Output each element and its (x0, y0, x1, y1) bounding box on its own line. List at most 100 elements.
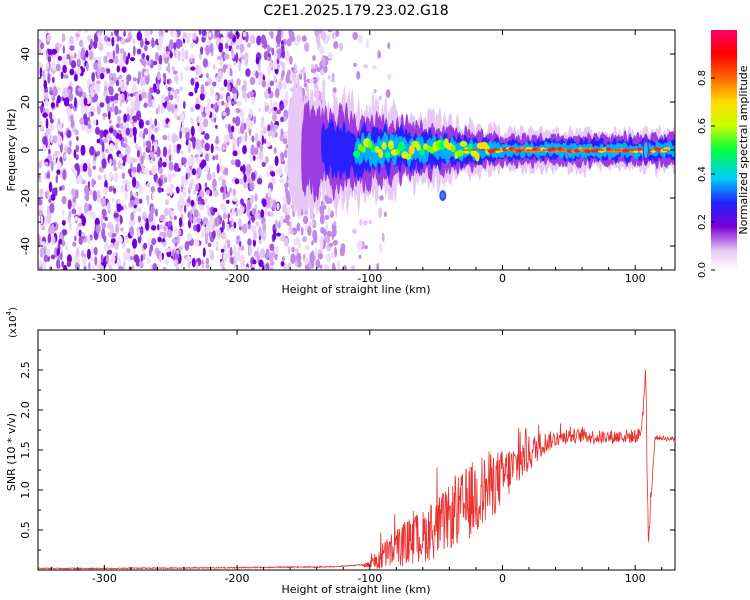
noise-cell (139, 260, 143, 269)
noise-cell (242, 145, 247, 155)
noise-cell (87, 120, 91, 126)
tone-peak (408, 145, 415, 155)
noise-cell (199, 149, 202, 155)
noise-cell (140, 76, 144, 88)
noise-cell (181, 263, 184, 268)
noise-cell (89, 145, 95, 156)
noise-cell (244, 59, 249, 66)
noise-cell (69, 68, 75, 76)
noise-cell (267, 211, 271, 217)
noise-cell (268, 107, 272, 115)
noise-cell (75, 226, 79, 237)
noise-cell (100, 254, 104, 263)
tone-peak (419, 148, 425, 156)
noise-cell (356, 70, 361, 80)
noise-cell (324, 214, 330, 220)
snr-panel: -300 -200 -100 0 100 0.5 1.0 1.5 2.0 2.5 Height … (5, 307, 676, 596)
noise-cell (123, 251, 128, 261)
noise-cell (148, 90, 152, 102)
noise-cell (57, 135, 62, 146)
noise-cell (181, 157, 187, 165)
noise-cell (274, 88, 280, 99)
noise-cell (356, 239, 363, 251)
colorbar-tick-label: 0.6 (697, 118, 708, 134)
noise-cell (109, 171, 113, 180)
noise-cell (76, 136, 79, 141)
noise-cell (57, 255, 61, 260)
noise-cell (230, 125, 235, 133)
noise-cell (290, 67, 295, 72)
noise-cell (282, 38, 287, 46)
noise-cell (157, 103, 161, 114)
noise-cell (173, 89, 178, 99)
noise-cell (297, 239, 301, 250)
noise-cell (108, 127, 114, 133)
noise-cell (61, 209, 65, 216)
noise-cell (133, 100, 139, 111)
noise-cell (326, 230, 332, 237)
noise-cell (169, 51, 173, 59)
noise-cell (371, 65, 377, 70)
noise-cell (38, 39, 42, 44)
noise-cell (230, 226, 235, 233)
noise-cell (146, 60, 152, 66)
noise-cell (132, 45, 136, 57)
noise-cell (284, 50, 290, 62)
noise-cell (267, 130, 271, 137)
noise-cell (153, 60, 158, 66)
noise-cell (178, 245, 184, 251)
noise-cell (249, 34, 256, 45)
noise-cell (46, 172, 51, 179)
noise-cell (42, 112, 48, 118)
noise-cell (42, 144, 47, 153)
noise-cell (105, 82, 111, 87)
noise-cell (206, 172, 212, 181)
noise-cell (205, 264, 210, 269)
noise-cell (264, 251, 269, 260)
noise-cell (115, 43, 120, 55)
noise-cell (149, 151, 155, 158)
noise-cell (277, 166, 283, 177)
noise-cell (162, 237, 166, 243)
noise-cell (200, 159, 207, 169)
noise-cell (103, 235, 107, 243)
noise-cell (157, 186, 162, 193)
noise-cell (263, 101, 269, 107)
noise-cell (149, 30, 153, 35)
noise-cell (241, 115, 245, 123)
noise-cell (68, 211, 72, 218)
noise-cell (280, 261, 285, 267)
noise-cell (136, 31, 142, 41)
noise-cell (199, 189, 205, 199)
noise-cell (97, 174, 102, 181)
noise-cell (97, 30, 104, 34)
noise-cell (310, 68, 316, 74)
noise-cell (173, 42, 177, 50)
noise-cell (89, 256, 95, 262)
noise-cell (207, 242, 212, 248)
noise-cell (140, 38, 144, 48)
noise-cell (327, 30, 333, 33)
noise-cell (268, 165, 274, 171)
noise-cell (99, 102, 105, 108)
noise-cell (193, 209, 199, 218)
noise-cell (96, 56, 102, 61)
noise-cell (220, 202, 226, 210)
noise-cell (43, 254, 49, 263)
noise-cell (324, 263, 330, 270)
noise-cell (163, 177, 168, 183)
noise-cell (67, 199, 72, 210)
noise-cell (93, 56, 97, 61)
noise-cell (201, 30, 207, 36)
noise-cell (325, 221, 328, 231)
x-tick-label: 0 (499, 272, 506, 285)
noise-cell (300, 209, 304, 216)
noise-cell (321, 56, 326, 67)
noise-cell (100, 213, 104, 225)
snr-y-label: SNR (10 * v/v) (5, 413, 18, 491)
noise-cell (212, 207, 218, 213)
noise-cell (241, 223, 248, 234)
noise-cell (179, 86, 183, 92)
noise-cell (215, 240, 220, 247)
noise-cell (195, 81, 200, 90)
